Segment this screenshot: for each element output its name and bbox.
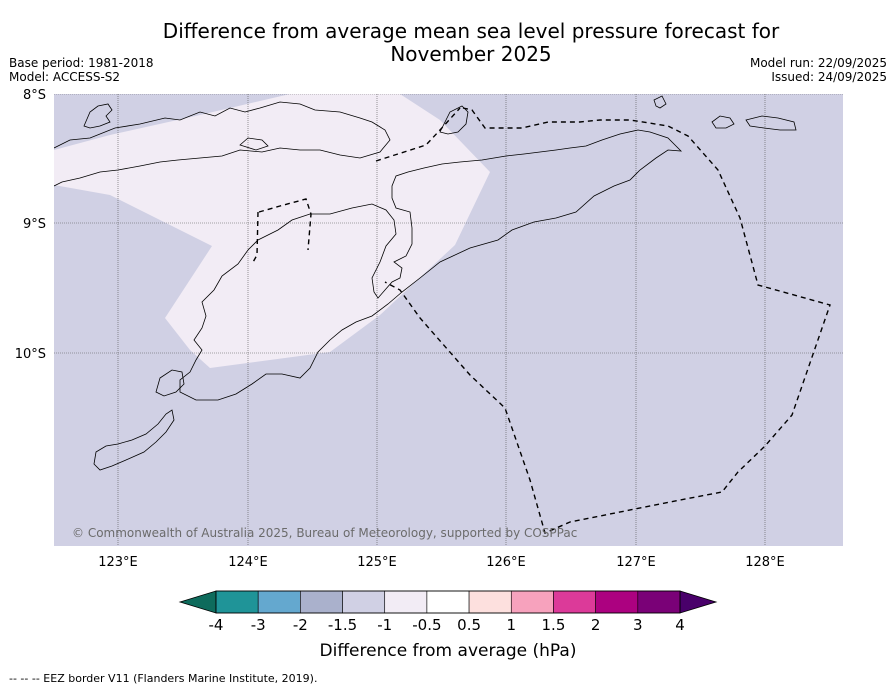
anomaly-region-light xyxy=(54,94,490,368)
colorbar-tick-label: 4 xyxy=(675,616,685,634)
map-title: Difference from average mean sea level p… xyxy=(150,20,792,66)
title-line-1: Difference from average mean sea level p… xyxy=(162,19,780,43)
colorbar-tick-label: 1 xyxy=(506,616,516,634)
latitude-labels: 8°S 9°S 10°S xyxy=(15,88,46,362)
island-coast-flores-alor xyxy=(54,101,391,187)
colorbar-segment xyxy=(215,590,259,614)
colorbar-tick-label: -1 xyxy=(377,616,392,634)
eez-legend-note: -- -- -- EEZ border V11 (Flanders Marine… xyxy=(9,672,318,685)
colorbar-right-arrow xyxy=(679,590,718,614)
meta-right: Model run: 22/09/2025 Issued: 24/09/2025 xyxy=(750,56,887,84)
colorbar-tick-label: -3 xyxy=(251,616,266,634)
island-coast-timor xyxy=(179,129,683,401)
longitude-labels: 123°E 124°E 125°E 126°E 127°E 128°E xyxy=(98,555,785,570)
lon-label: 124°E xyxy=(228,555,268,570)
island-coast-rote xyxy=(93,409,175,471)
colorbar-segment xyxy=(426,590,470,614)
lon-label: 123°E xyxy=(98,555,138,570)
islet-coast xyxy=(653,95,667,109)
colorbar-segment xyxy=(595,590,639,614)
island-coast-atauro xyxy=(439,105,469,135)
colorbar-segment xyxy=(257,590,301,614)
colorbar-segment xyxy=(468,590,512,614)
islet-coast xyxy=(83,103,113,129)
colorbar-segment xyxy=(510,590,554,614)
colorbar-segment xyxy=(384,590,428,614)
colorbar-segment xyxy=(553,590,596,614)
colorbar-tick-label: -0.5 xyxy=(412,616,441,634)
island-coast-babar xyxy=(745,115,797,131)
island-coast-savu xyxy=(155,369,185,397)
lon-label: 125°E xyxy=(357,555,397,570)
colorbar-left-arrow xyxy=(178,590,217,614)
copyright-text: © Commonwealth of Australia 2025, Bureau… xyxy=(72,526,577,540)
lon-label: 127°E xyxy=(616,555,656,570)
colorbar-tick-label: 0.5 xyxy=(457,616,481,634)
colorbar-segment xyxy=(300,590,343,614)
eez-border xyxy=(251,107,831,534)
issued-date: Issued: 24/09/2025 xyxy=(771,70,887,84)
colorbar-tick-label: -2 xyxy=(293,616,308,634)
meta-left: Base period: 1981-2018 Model: ACCESS-S2 xyxy=(9,56,154,84)
islet-coast xyxy=(239,137,269,151)
colorbar-frame xyxy=(215,590,681,614)
lat-label: 8°S xyxy=(23,88,46,103)
lon-label: 128°E xyxy=(745,555,785,570)
base-period: Base period: 1981-2018 xyxy=(9,56,154,70)
colorbar: -4 -3 -2 -1.5 -1 -0.5 0.5 1 1.5 2 3 4 xyxy=(178,590,718,634)
colorbar-tick-label: -1.5 xyxy=(328,616,357,634)
lon-label: 126°E xyxy=(486,555,526,570)
colorbar-segment xyxy=(342,590,386,614)
model-run: Model run: 22/09/2025 xyxy=(749,56,887,70)
grid-lines xyxy=(54,94,843,546)
model-name: Model: ACCESS-S2 xyxy=(9,70,121,84)
islet-coast xyxy=(711,115,735,129)
lat-label: 9°S xyxy=(23,217,46,232)
colorbar-tick-label: 3 xyxy=(633,616,643,634)
colorbar-tick-label: -4 xyxy=(209,616,224,634)
colorbar-tick-label: 2 xyxy=(591,616,601,634)
colorbar-tick-label: 1.5 xyxy=(542,616,566,634)
lat-label: 10°S xyxy=(15,347,46,362)
colorbar-label: Difference from average (hPa) xyxy=(319,641,577,661)
colorbar-segment xyxy=(637,590,681,614)
title-line-2: November 2025 xyxy=(390,42,552,66)
coastlines xyxy=(54,95,797,471)
map-plot-area xyxy=(54,94,843,546)
